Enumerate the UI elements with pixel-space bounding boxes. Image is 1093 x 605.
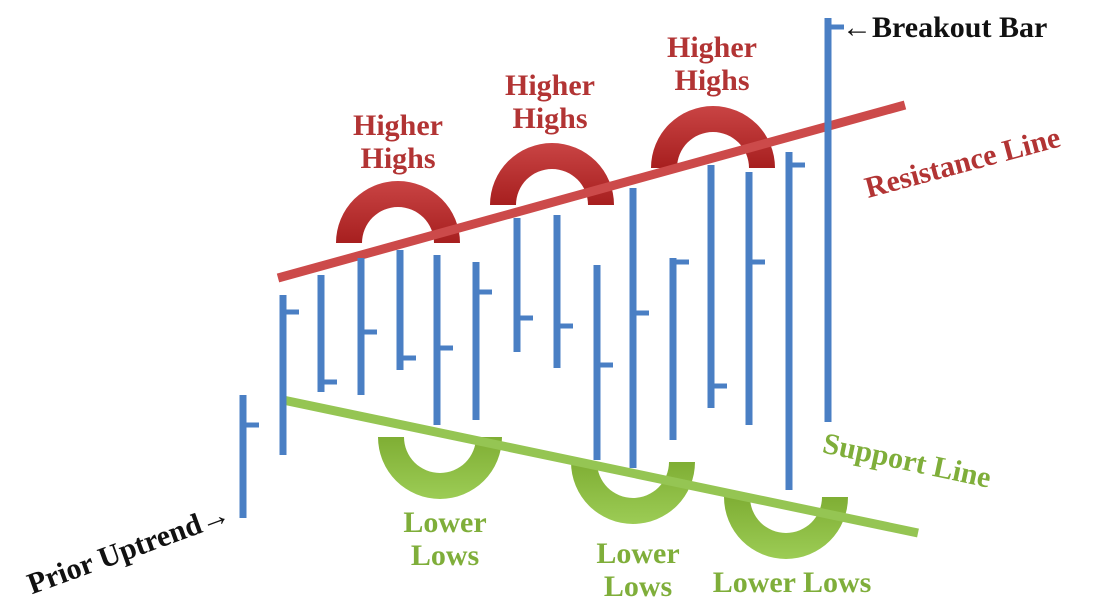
price-bars <box>239 18 844 518</box>
lower-lows-label: Lower Lows <box>403 506 486 572</box>
lower-low-arc <box>724 497 848 559</box>
higher-high-arc <box>490 143 614 205</box>
lower-low-arc <box>378 437 502 499</box>
lower-lows-label: Lower Lows <box>713 566 872 599</box>
support-line <box>282 395 919 538</box>
breakout-bar-label: ←Breakout Bar <box>842 11 1047 44</box>
arcs <box>336 106 848 559</box>
support-line-label: Support Line <box>820 427 994 495</box>
resistance-line-label: Resistance Line <box>861 121 1064 205</box>
resistance-line <box>276 100 907 283</box>
higher-high-arc <box>336 181 460 243</box>
higher-highs-label: Higher Highs <box>353 109 443 175</box>
higher-highs-label: Higher Highs <box>667 31 757 97</box>
lower-low-arc <box>571 462 695 524</box>
lower-lows-label: Lower Lows <box>596 537 679 603</box>
higher-high-arc <box>651 106 775 168</box>
prior-uptrend-label: Prior Uptrend→ <box>23 497 234 601</box>
higher-highs-label: Higher Highs <box>505 69 595 135</box>
